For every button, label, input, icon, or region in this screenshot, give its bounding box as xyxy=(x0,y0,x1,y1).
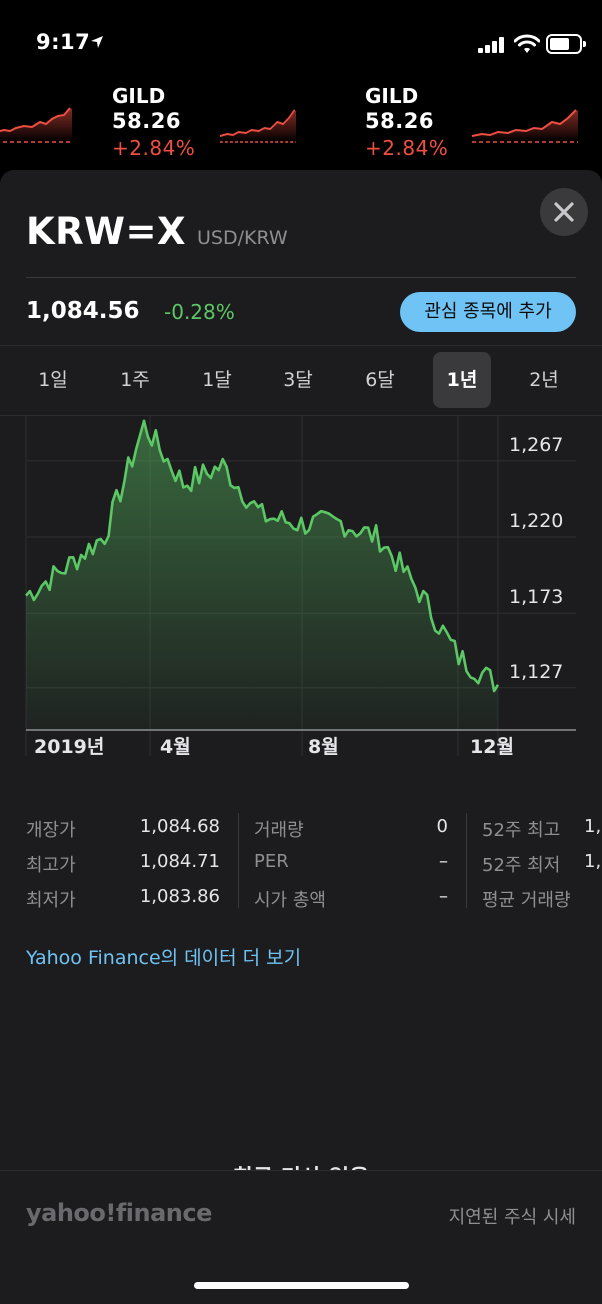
more-data-link[interactable]: Yahoo Finance의 데이터 더 보기 xyxy=(26,947,302,969)
column-divider xyxy=(238,813,239,908)
current-price: 1,084.56 xyxy=(26,298,140,324)
stock-detail-sheet: KRW=X USD/KRW 1,084.56 -0.28% 관심 종목에 추가 … xyxy=(0,170,602,1304)
ticker-price: 58.26 xyxy=(365,109,434,133)
x-tick-label: 8월 xyxy=(308,736,339,758)
ticker-sparkline xyxy=(0,107,72,143)
x-tick-label: 2019년 xyxy=(34,736,104,758)
add-to-watchlist-button[interactable]: 관심 종목에 추가 xyxy=(400,292,576,332)
stat-label: 시가 총액 xyxy=(254,890,326,911)
wifi-icon xyxy=(514,34,540,53)
ticker-sparkline xyxy=(220,109,296,143)
status-bar: 9:17 xyxy=(0,0,602,80)
stat-value: 1, xyxy=(584,816,602,837)
stat-value: – xyxy=(439,886,448,907)
range-tab-2y[interactable]: 2년 xyxy=(529,369,559,391)
chart-line xyxy=(25,419,500,693)
stat-label: 개장가 xyxy=(26,820,76,841)
stat-label: 최고가 xyxy=(26,855,76,876)
ticker-change: +2.84% xyxy=(112,136,196,160)
location-arrow-icon xyxy=(91,36,103,48)
stat-label: 거래량 xyxy=(254,820,304,841)
ticker-strip[interactable]: GILD 58.26 +2.84% GILD 58.26 +2.84% xyxy=(0,80,602,160)
chart-area xyxy=(26,420,498,730)
y-tick-label: 1,127 xyxy=(509,661,563,683)
divider xyxy=(0,345,602,346)
range-tab-1w[interactable]: 1주 xyxy=(120,369,150,391)
x-tick-label: 4월 xyxy=(160,736,191,758)
stat-value: 1,084.71 xyxy=(139,851,220,872)
stat-value: 1, xyxy=(584,851,602,872)
signal-icon xyxy=(478,37,504,53)
stat-value: – xyxy=(439,851,448,872)
x-tick-label: 12월 xyxy=(470,736,514,758)
footer-bar: yahoo!finance 지연된 주식 시세 xyxy=(0,1170,602,1304)
price-chart[interactable]: 1,267 1,220 1,173 1,127 2019년 4월 8월 12월 xyxy=(0,416,602,766)
yahoo-finance-logo[interactable]: yahoo!finance xyxy=(26,1199,212,1227)
close-icon xyxy=(554,202,574,222)
stat-label: PER xyxy=(254,851,289,872)
battery-icon xyxy=(546,34,586,54)
ticker-price: 58.26 xyxy=(112,109,181,133)
range-tab-6m[interactable]: 6달 xyxy=(365,369,395,391)
status-time: 9:17 xyxy=(36,30,91,54)
stock-name: USD/KRW xyxy=(197,227,288,249)
delay-note: 지연된 주식 시세 xyxy=(448,1207,576,1228)
y-tick-label: 1,267 xyxy=(509,434,563,456)
range-tab-1d[interactable]: 1일 xyxy=(38,369,68,391)
ticker-sparkline xyxy=(472,109,578,143)
stat-value: 1,084.68 xyxy=(139,816,220,837)
stat-value: 0 xyxy=(436,816,448,837)
range-selector: 1일 1주 1달 3달 6달 1년 2년 xyxy=(0,350,602,412)
ticker-symbol: GILD xyxy=(365,84,419,108)
range-tab-3m[interactable]: 3달 xyxy=(283,369,313,391)
stat-value: 1,083.86 xyxy=(139,886,220,907)
y-tick-label: 1,173 xyxy=(509,586,563,608)
range-tab-1m[interactable]: 1달 xyxy=(202,369,232,391)
y-tick-label: 1,220 xyxy=(509,510,563,532)
divider xyxy=(26,277,576,278)
stat-label: 평균 거래량 xyxy=(482,890,571,911)
ticker-change: +2.84% xyxy=(365,136,449,160)
stock-symbol: KRW=X xyxy=(26,210,187,253)
change-percent: -0.28% xyxy=(164,300,235,324)
range-tab-1y[interactable]: 1년 xyxy=(433,352,491,408)
stat-label: 최저가 xyxy=(26,890,76,911)
ticker-symbol: GILD xyxy=(112,84,166,108)
close-button[interactable] xyxy=(540,188,588,236)
stat-label: 52주 최저 xyxy=(482,855,561,876)
home-indicator[interactable] xyxy=(194,1282,409,1289)
divider xyxy=(0,415,602,416)
stat-label: 52주 최고 xyxy=(482,820,561,841)
column-divider xyxy=(466,813,467,908)
